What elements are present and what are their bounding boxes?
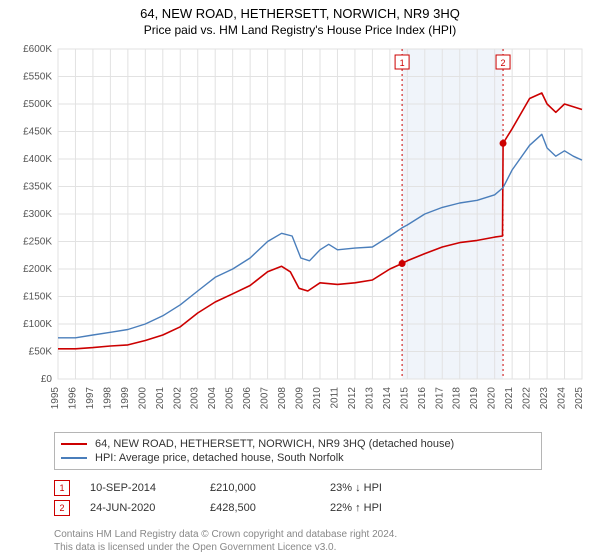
x-tick-label: 1998: [102, 387, 113, 410]
y-tick-label: £350K: [23, 182, 52, 193]
legend: 64, NEW ROAD, HETHERSETT, NORWICH, NR9 3…: [54, 432, 542, 470]
y-tick-label: £50K: [29, 347, 53, 358]
x-tick-label: 2000: [137, 387, 148, 410]
y-tick-label: £200K: [23, 264, 52, 275]
sale-marker-label: 2: [501, 58, 506, 68]
legend-item-property: 64, NEW ROAD, HETHERSETT, NORWICH, NR9 3…: [61, 437, 535, 451]
x-tick-label: 2016: [417, 387, 428, 410]
legend-label-property: 64, NEW ROAD, HETHERSETT, NORWICH, NR9 3…: [95, 438, 454, 450]
x-tick-label: 2023: [539, 387, 550, 410]
chart-subtitle: Price paid vs. HM Land Registry's House …: [0, 21, 600, 41]
legend-swatch-property: [61, 443, 87, 445]
chart-area: £0 £50K £100K £150K £200K £250K £300K £350K £400…: [10, 44, 590, 424]
x-tick-label: 2007: [260, 387, 271, 410]
legend-swatch-hpi: [61, 457, 87, 459]
legend-item-hpi: HPI: Average price, detached house, Sout…: [61, 451, 535, 465]
x-tick-label: 2001: [155, 387, 166, 410]
chart-svg: £0 £50K £100K £150K £200K £250K £300K £350K £400…: [10, 44, 590, 424]
x-tick-label: 2021: [504, 387, 515, 410]
sale-price: £210,000: [210, 482, 330, 494]
x-tick-label: 2003: [190, 387, 201, 410]
x-tick-label: 2011: [329, 387, 340, 409]
y-tick-label: £500K: [23, 99, 52, 110]
x-tick-label: 1996: [67, 387, 78, 410]
sale-price: £428,500: [210, 502, 330, 514]
sale-marker-label: 1: [400, 58, 405, 68]
x-tick-label: 2010: [312, 387, 323, 410]
x-tick-label: 1997: [85, 387, 96, 410]
sales-table: 1 10-SEP-2014 £210,000 23% ↓ HPI 2 24-JU…: [54, 478, 542, 518]
marker-icon: 1: [54, 480, 70, 496]
y-tick-label: £150K: [23, 292, 52, 303]
x-tick-label: 2022: [522, 387, 533, 410]
y-tick-label: £100K: [23, 319, 52, 330]
marker-icon: 2: [54, 500, 70, 516]
x-tick-label: 2025: [574, 387, 585, 410]
x-tick-label: 2019: [469, 387, 480, 410]
x-tick-label: 2015: [399, 387, 410, 410]
x-tick-label: 1995: [50, 387, 61, 410]
x-tick-label: 2017: [434, 387, 445, 410]
x-tick-label: 1999: [120, 387, 131, 410]
x-tick-label: 2005: [225, 387, 236, 410]
x-tick-label: 2009: [295, 387, 306, 410]
sale-delta: 22% ↑ HPI: [330, 502, 450, 514]
sales-row: 1 10-SEP-2014 £210,000 23% ↓ HPI: [54, 478, 542, 498]
legend-label-hpi: HPI: Average price, detached house, Sout…: [95, 452, 344, 464]
y-tick-label: £450K: [23, 127, 52, 138]
y-tick-label: £400K: [23, 154, 52, 165]
footer-line-1: Contains HM Land Registry data © Crown c…: [54, 528, 397, 541]
y-tick-label: £0: [41, 374, 53, 385]
sale-date: 24-JUN-2020: [90, 502, 210, 514]
x-tick-label: 2008: [277, 387, 288, 410]
y-tick-label: £550K: [23, 72, 52, 83]
x-tick-label: 2012: [347, 387, 358, 410]
x-tick-label: 2014: [382, 387, 393, 410]
y-tick-label: £600K: [23, 44, 52, 55]
footer: Contains HM Land Registry data © Crown c…: [54, 528, 397, 554]
x-tick-label: 2024: [557, 387, 568, 410]
footer-line-2: This data is licensed under the Open Gov…: [54, 541, 397, 554]
x-tick-label: 2020: [487, 387, 498, 410]
chart-title: 64, NEW ROAD, HETHERSETT, NORWICH, NR9 3…: [0, 0, 600, 21]
y-tick-label: £300K: [23, 209, 52, 220]
sale-date: 10-SEP-2014: [90, 482, 210, 494]
sale-delta: 23% ↓ HPI: [330, 482, 450, 494]
y-tick-label: £250K: [23, 237, 52, 248]
chart-container: 64, NEW ROAD, HETHERSETT, NORWICH, NR9 3…: [0, 0, 600, 560]
x-tick-label: 2006: [242, 387, 253, 410]
x-tick-label: 2002: [172, 387, 183, 410]
x-tick-label: 2013: [364, 387, 375, 410]
sales-row: 2 24-JUN-2020 £428,500 22% ↑ HPI: [54, 498, 542, 518]
x-tick-label: 2004: [207, 387, 218, 410]
x-tick-label: 2018: [452, 387, 463, 410]
